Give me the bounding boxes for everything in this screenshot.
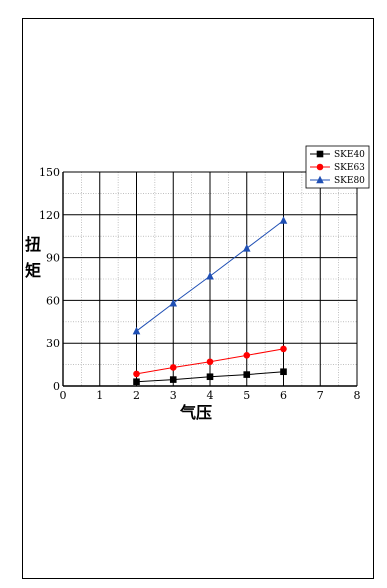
y-tick-label: 0 bbox=[53, 380, 60, 393]
y-tick-label: 120 bbox=[39, 209, 60, 222]
x-tick-label: 8 bbox=[354, 389, 361, 402]
x-tick-label: 4 bbox=[207, 389, 214, 402]
legend-marker-ske40 bbox=[316, 150, 324, 158]
x-tick-label: 3 bbox=[170, 389, 177, 402]
legend-label-ske63: SKE63 bbox=[334, 163, 365, 173]
y-tick-label: 90 bbox=[46, 252, 60, 265]
data-point-ske40 bbox=[280, 368, 287, 376]
x-tick-label: 6 bbox=[280, 389, 287, 402]
series-ske63 bbox=[133, 345, 287, 378]
y-tick-label: 60 bbox=[46, 294, 60, 307]
tick-labels: 0 1 2 3 4 5 6 7 8 0 30 60 90 120 150 bbox=[39, 166, 361, 402]
x-axis-label: 气压 bbox=[179, 403, 212, 422]
series-ske80 bbox=[132, 216, 288, 335]
series-ske40 bbox=[133, 368, 287, 386]
x-tick-label: 2 bbox=[133, 389, 140, 402]
data-point-ske80 bbox=[206, 271, 214, 280]
y-tick-label: 30 bbox=[46, 337, 60, 350]
y-axis-label-char-1: 扭 bbox=[25, 235, 41, 254]
figure-frame bbox=[22, 18, 374, 579]
data-point-ske63 bbox=[206, 358, 214, 366]
data-point-ske80 bbox=[242, 244, 251, 252]
data-point-ske40 bbox=[206, 373, 214, 381]
x-tick-label: 7 bbox=[317, 389, 324, 402]
y-tick-label: 150 bbox=[39, 166, 60, 179]
data-point-ske40 bbox=[243, 371, 251, 378]
data-point-ske40 bbox=[169, 376, 177, 383]
y-axis-label-char-2: 矩 bbox=[25, 261, 41, 280]
x-tick-label: 5 bbox=[243, 389, 250, 402]
x-tick-label: 1 bbox=[96, 389, 103, 402]
x-tick-label: 0 bbox=[60, 389, 67, 402]
data-point-ske80 bbox=[169, 298, 178, 307]
data-point-ske63 bbox=[280, 345, 287, 353]
data-point-ske63 bbox=[243, 352, 251, 359]
data-point-ske80 bbox=[279, 216, 288, 224]
legend-label-ske40: SKE40 bbox=[334, 150, 365, 160]
legend: SKE40 SKE63 SKE80 bbox=[305, 145, 370, 189]
data-point-ske63 bbox=[133, 370, 140, 378]
data-point-ske63 bbox=[169, 364, 177, 371]
series-layer bbox=[132, 216, 288, 386]
legend-label-ske80: SKE80 bbox=[334, 176, 365, 186]
axes bbox=[62, 172, 357, 387]
legend-marker-ske63 bbox=[316, 163, 324, 171]
data-point-ske40 bbox=[133, 378, 140, 386]
legend-marker-ske80 bbox=[316, 175, 324, 184]
data-point-ske80 bbox=[132, 326, 141, 335]
